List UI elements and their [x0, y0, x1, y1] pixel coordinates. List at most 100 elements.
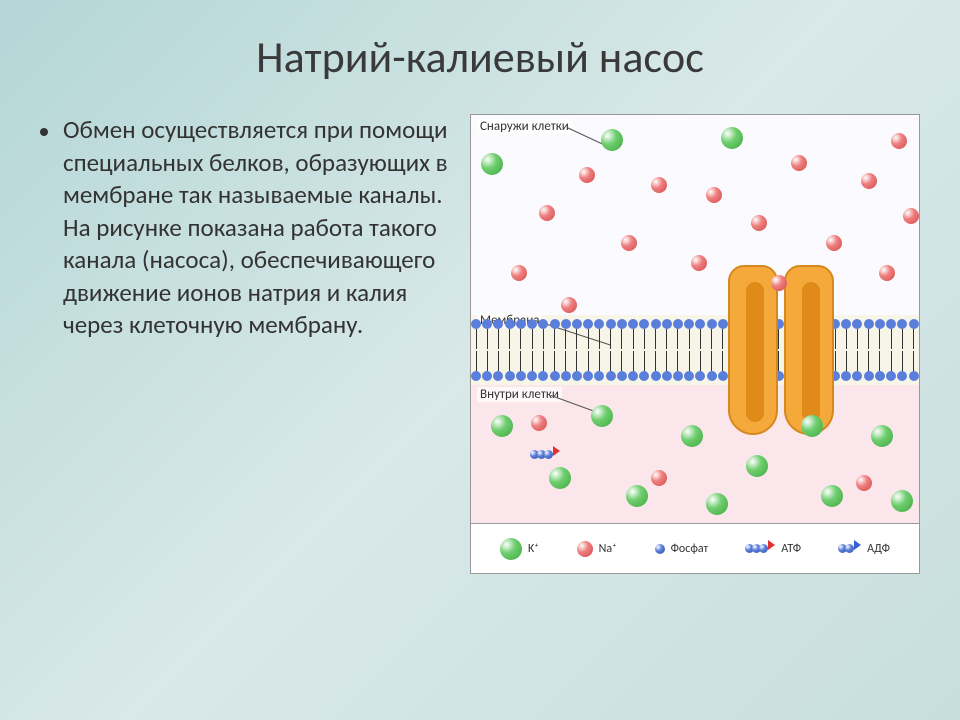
lipid-molecule	[684, 351, 694, 381]
legend: K⁺ Na⁺ Фосфат АТФ АДФ	[471, 523, 919, 573]
lipid-molecule	[538, 351, 548, 381]
na-icon	[577, 541, 593, 557]
na-ion	[577, 541, 593, 557]
lipid-molecule	[550, 319, 560, 349]
lipid-molecule	[864, 319, 874, 349]
lipid-molecule	[886, 319, 896, 349]
lipid-molecule	[707, 351, 717, 381]
body-paragraph: Обмен осуществляется при помощи специаль…	[63, 114, 450, 342]
legend-item-atp: АТФ	[746, 542, 801, 556]
membrane-diagram: Снаружи клетки Мембрана Внутри клетки	[470, 114, 920, 574]
lipid-molecule	[841, 351, 851, 381]
lipid-molecule	[493, 351, 503, 381]
k-ion	[601, 129, 623, 151]
slide-container: Натрий-калиевый насос Обмен осуществляет…	[0, 0, 960, 720]
k-ion	[549, 467, 571, 489]
lipid-molecule	[583, 351, 593, 381]
legend-label: АТФ	[781, 542, 801, 556]
lipid-molecule	[897, 319, 907, 349]
atp-icon	[746, 544, 775, 553]
pump-subunit-left	[728, 265, 778, 435]
lipid-row-top	[471, 319, 919, 349]
legend-item-k: K⁺	[500, 538, 539, 560]
region-outside	[471, 115, 919, 315]
lipid-molecule	[471, 351, 481, 381]
lipid-molecule	[897, 351, 907, 381]
k-ion	[591, 405, 613, 427]
atp-molecule	[531, 450, 560, 459]
pump-channel-left	[746, 282, 764, 422]
k-ion	[681, 425, 703, 447]
k-ion	[891, 490, 913, 512]
na-ion	[691, 255, 707, 271]
lipid-molecule	[662, 351, 672, 381]
legend-label: K⁺	[528, 542, 539, 556]
lipid-molecule	[606, 351, 616, 381]
lipid-molecule	[527, 351, 537, 381]
na-ion	[771, 275, 787, 291]
lipid-molecule	[628, 351, 638, 381]
k-ion	[500, 538, 522, 560]
legend-item-adp: АДФ	[839, 542, 890, 556]
lipid-molecule	[505, 351, 515, 381]
phosphate-icon	[655, 544, 665, 554]
lipid-molecule	[864, 351, 874, 381]
na-ion	[826, 235, 842, 251]
lipid-molecule	[684, 319, 694, 349]
lipid-molecule	[909, 351, 919, 381]
lipid-molecule	[695, 319, 705, 349]
lipid-molecule	[617, 319, 627, 349]
content-row: Обмен осуществляется при помощи специаль…	[40, 114, 920, 574]
lipid-molecule	[583, 319, 593, 349]
lipid-molecule	[538, 319, 548, 349]
k-ion	[801, 415, 823, 437]
na-ion	[861, 173, 877, 189]
phosphate-ion	[655, 544, 665, 554]
bullet-icon	[40, 128, 48, 136]
slide-title: Натрий-калиевый насос	[40, 30, 920, 84]
k-ion	[626, 485, 648, 507]
lipid-molecule	[516, 319, 526, 349]
lipid-molecule	[639, 319, 649, 349]
lipid-molecule	[493, 319, 503, 349]
lipid-molecule	[594, 351, 604, 381]
k-ion	[706, 493, 728, 515]
lipid-molecule	[617, 351, 627, 381]
na-ion	[579, 167, 595, 183]
adp-molecule	[839, 544, 861, 553]
lipid-molecule	[651, 351, 661, 381]
na-ion	[539, 205, 555, 221]
lipid-molecule	[482, 351, 492, 381]
na-ion	[751, 215, 767, 231]
lipid-molecule	[561, 351, 571, 381]
na-ion	[856, 475, 872, 491]
lipid-molecule	[852, 351, 862, 381]
lipid-molecule	[909, 319, 919, 349]
lipid-molecule	[673, 351, 683, 381]
k-icon	[500, 538, 522, 560]
na-ion	[621, 235, 637, 251]
adp-icon	[839, 544, 861, 553]
label-inside: Внутри клетки	[477, 387, 562, 402]
lipid-row-bottom	[471, 351, 919, 381]
k-ion	[491, 415, 513, 437]
na-ion	[651, 470, 667, 486]
lipid-molecule	[550, 351, 560, 381]
lipid-molecule	[886, 351, 896, 381]
lipid-molecule	[606, 319, 616, 349]
na-ion	[791, 155, 807, 171]
lipid-molecule	[707, 319, 717, 349]
atp-molecule	[746, 544, 775, 553]
na-ion	[561, 297, 577, 313]
k-ion	[721, 127, 743, 149]
lipid-molecule	[628, 319, 638, 349]
lipid-molecule	[875, 319, 885, 349]
lipid-molecule	[662, 319, 672, 349]
lipid-molecule	[639, 351, 649, 381]
lipid-molecule	[482, 319, 492, 349]
na-ion	[706, 187, 722, 203]
legend-item-phosphate: Фосфат	[655, 542, 709, 556]
legend-label: Na⁺	[599, 542, 617, 556]
lipid-molecule	[527, 319, 537, 349]
k-ion	[746, 455, 768, 477]
